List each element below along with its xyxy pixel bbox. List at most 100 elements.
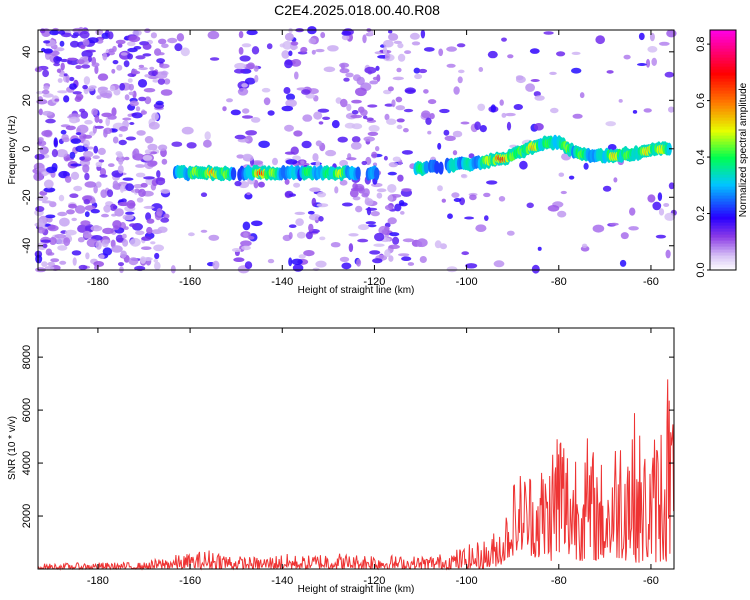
- colorbar-step: [710, 231, 736, 235]
- noise-blob: [51, 149, 59, 158]
- colorbar-step: [710, 138, 736, 142]
- noise-blob: [307, 210, 315, 215]
- noise-blob: [125, 136, 136, 141]
- colorbar-step: [710, 159, 736, 163]
- noise-blob: [127, 47, 138, 53]
- noise-blob: [135, 230, 145, 236]
- noise-blob: [525, 83, 535, 92]
- noise-blob: [40, 239, 51, 243]
- noise-blob: [365, 221, 376, 225]
- colorbar-step: [710, 147, 736, 151]
- noise-blob: [75, 132, 82, 136]
- noise-blob: [160, 89, 173, 96]
- noise-blob: [247, 236, 255, 240]
- colorbar-step: [710, 96, 736, 100]
- noise-blob: [308, 214, 321, 221]
- noise-blob: [513, 104, 523, 110]
- noise-blob: [90, 209, 100, 214]
- colorbar-step: [710, 204, 736, 208]
- noise-blob: [63, 95, 70, 103]
- noise-blob: [337, 136, 348, 143]
- noise-blob: [144, 96, 152, 105]
- noise-blob: [95, 28, 103, 36]
- colorbar-step: [710, 141, 736, 145]
- noise-blob: [34, 222, 46, 227]
- x-tick-label: -100: [456, 575, 478, 587]
- noise-blob: [82, 84, 88, 90]
- noise-blob: [461, 251, 470, 256]
- noise-blob: [251, 160, 264, 166]
- colorbar-step: [710, 171, 736, 175]
- noise-blob: [317, 108, 330, 113]
- noise-blob: [118, 262, 124, 267]
- noise-blob: [387, 171, 397, 176]
- noise-blob: [117, 152, 124, 158]
- noise-blob: [42, 69, 49, 78]
- noise-blob: [127, 41, 136, 47]
- colorbar-step: [710, 216, 736, 220]
- colorbar-step: [710, 75, 736, 79]
- noise-blob: [45, 248, 53, 256]
- noise-blob: [376, 188, 387, 193]
- noise-blob: [394, 203, 402, 212]
- noise-blob: [549, 71, 557, 75]
- noise-blob: [118, 158, 124, 166]
- colorbar-step: [710, 90, 736, 94]
- noise-blob: [92, 155, 100, 160]
- noise-blob: [392, 156, 401, 162]
- noise-blob: [136, 197, 144, 203]
- noise-blob: [632, 110, 638, 114]
- noise-blob: [334, 186, 339, 194]
- noise-blob: [243, 232, 249, 238]
- noise-blob: [65, 125, 76, 131]
- noise-blob: [418, 68, 428, 74]
- noise-blob: [101, 213, 109, 218]
- noise-blob: [103, 204, 111, 213]
- noise-blob: [69, 83, 77, 90]
- noise-blob: [288, 193, 296, 197]
- noise-blob: [128, 83, 134, 91]
- noise-blob: [537, 246, 542, 251]
- noise-blob: [346, 157, 357, 161]
- noise-blob: [425, 117, 432, 125]
- y-tick-label: 20: [21, 94, 33, 106]
- noise-blob: [126, 200, 136, 209]
- noise-blob: [557, 210, 567, 218]
- noise-blob: [151, 112, 160, 121]
- echo-blob: [438, 161, 444, 175]
- noise-blob: [423, 89, 429, 94]
- noise-blob: [529, 48, 540, 54]
- noise-blob: [138, 188, 146, 197]
- noise-blob: [207, 30, 220, 40]
- noise-blob: [367, 131, 379, 136]
- snr-x-axis-label: Height of straight line (km): [298, 584, 415, 595]
- noise-blob: [56, 68, 62, 74]
- noise-blob: [498, 196, 506, 202]
- colorbar-step: [710, 240, 736, 244]
- colorbar-tick-label: 0.4: [695, 149, 707, 164]
- noise-blob: [128, 91, 135, 96]
- noise-blob: [364, 66, 377, 74]
- noise-blob: [70, 138, 82, 144]
- colorbar-step: [710, 45, 736, 49]
- noise-blob: [86, 146, 95, 150]
- noise-blob: [85, 49, 96, 53]
- noise-blob: [143, 205, 155, 209]
- echo-blob: [230, 167, 237, 181]
- noise-blob: [362, 188, 370, 197]
- noise-blob: [384, 113, 390, 121]
- noise-blob: [241, 83, 248, 88]
- colorbar-step: [710, 189, 736, 193]
- noise-blob: [112, 180, 119, 188]
- noise-blob: [411, 41, 421, 46]
- noise-blob: [54, 234, 66, 239]
- noise-blob: [272, 157, 278, 166]
- noise-blob: [341, 31, 352, 36]
- noise-blob: [143, 88, 156, 93]
- noise-blob: [118, 139, 127, 146]
- noise-blob: [263, 97, 271, 106]
- noise-blob: [128, 35, 141, 43]
- noise-blob: [300, 46, 308, 53]
- noise-blob: [85, 252, 90, 260]
- noise-blob: [382, 46, 388, 55]
